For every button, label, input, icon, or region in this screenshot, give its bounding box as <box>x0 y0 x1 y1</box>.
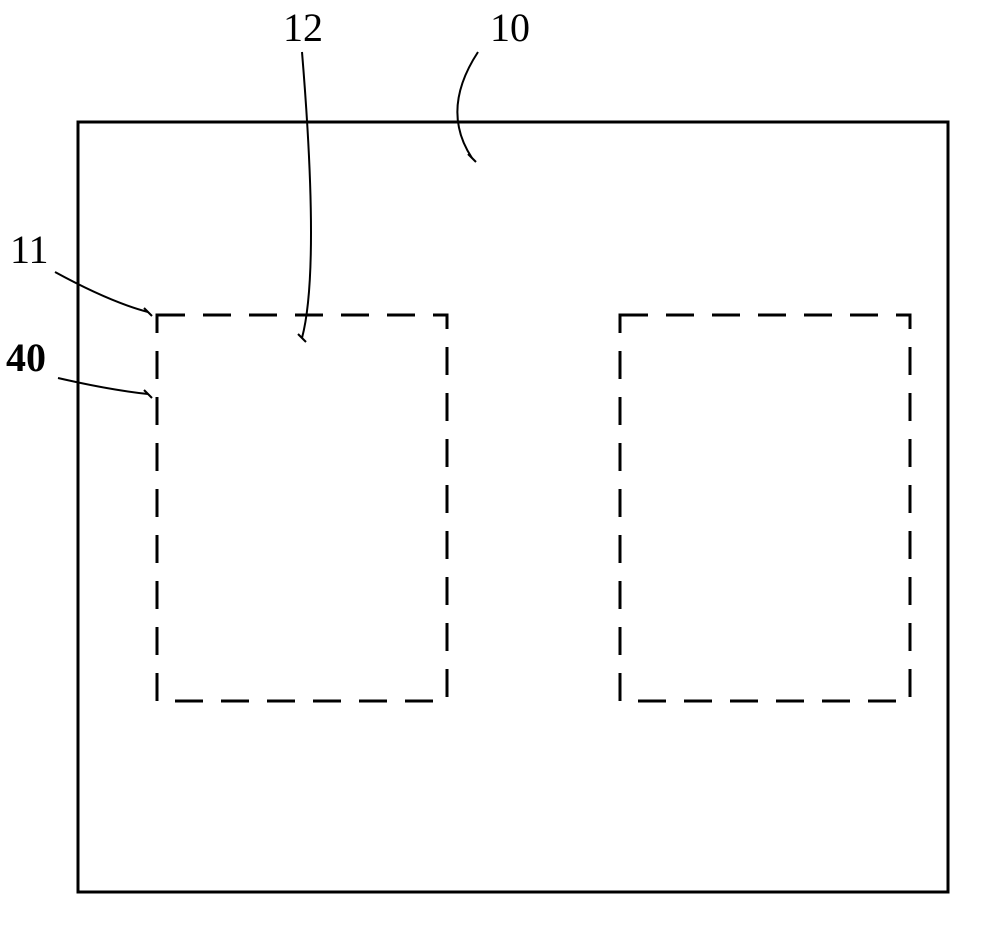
leader-12 <box>302 52 311 338</box>
diagram-svg <box>0 0 1000 936</box>
leader-40 <box>58 378 148 394</box>
label-10: 10 <box>490 8 530 48</box>
label-11: 11 <box>10 230 49 270</box>
label-12: 12 <box>283 8 323 48</box>
inner-rect-1 <box>620 315 910 701</box>
diagram-stage: 12 10 11 40 <box>0 0 1000 936</box>
inner-rect-0 <box>157 315 447 701</box>
leader-10 <box>457 52 478 158</box>
label-40: 40 <box>6 338 46 378</box>
leader-11 <box>55 272 148 312</box>
